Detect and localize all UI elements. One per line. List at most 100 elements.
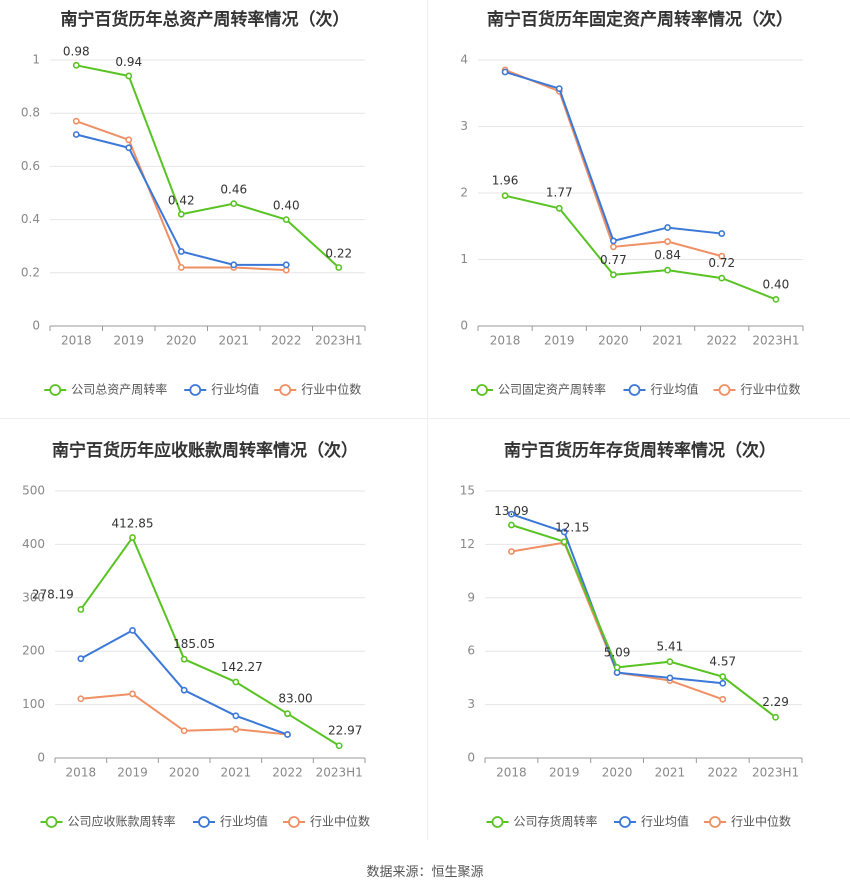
data-point-median[interactable] — [77, 695, 85, 703]
series-line-company — [76, 64, 340, 269]
legend-item-avg[interactable]: 行业均值 — [614, 814, 689, 829]
legend-item-median[interactable]: 行业中位数 — [274, 382, 361, 397]
data-point-company[interactable] — [129, 534, 136, 541]
chart-receivable-turnover: 南宁百货历年应收账款周转率情况（次） 0 100 200 300 400 500 2018 20… — [0, 430, 425, 860]
data-point-avg[interactable] — [282, 261, 290, 269]
chart-title: 南宁百货历年固定资产周转率情况（次） — [487, 9, 793, 30]
x-tick-label: 2020 — [598, 334, 629, 348]
chart-title: 南宁百货历年应收账款周转率情况（次） — [52, 440, 358, 461]
x-tick-label: 2021 — [655, 766, 686, 780]
legend-item-avg[interactable]: 行业均值 — [623, 382, 699, 397]
data-point-avg[interactable] — [501, 68, 509, 76]
data-point-company[interactable] — [560, 538, 568, 546]
data-point-median[interactable] — [177, 264, 185, 271]
x-tick-label: 2022 — [707, 766, 738, 780]
data-point-avg[interactable] — [232, 712, 240, 720]
legend-marker — [491, 816, 504, 828]
data-point-company[interactable] — [719, 673, 727, 681]
data-point-avg[interactable] — [610, 237, 617, 245]
data-label: 0.94 — [115, 55, 142, 69]
data-point-company[interactable] — [610, 271, 617, 279]
x-tick-label: 2018 — [66, 766, 97, 780]
data-point-company[interactable] — [508, 521, 515, 529]
legend-item-company[interactable]: 公司总资产周转率 — [44, 382, 167, 397]
data-label: 83.00 — [278, 692, 312, 706]
x-tick-label: 2018 — [61, 334, 92, 348]
data-point-company[interactable] — [666, 658, 674, 666]
data-point-avg[interactable] — [77, 655, 85, 663]
data-point-avg[interactable] — [125, 144, 133, 152]
legend-label: 行业均值 — [641, 814, 689, 829]
y-tick-label: 0 — [37, 751, 45, 765]
data-label: 412.85 — [112, 517, 154, 531]
data-point-company[interactable] — [77, 606, 85, 613]
legend-item-company[interactable]: 公司固定资产周转率 — [471, 382, 606, 397]
legend-item-avg[interactable]: 行业均值 — [193, 814, 268, 829]
data-point-avg[interactable] — [72, 131, 80, 138]
legend-label: 行业中位数 — [310, 814, 370, 829]
data-point-company[interactable] — [180, 655, 188, 663]
legend-marker — [288, 816, 300, 828]
chart-svg: 南宁百货历年应收账款周转率情况（次） 0 100 200 300 400 500 2018 20… — [22, 440, 370, 829]
data-point-avg[interactable] — [284, 731, 291, 738]
legend-marker — [279, 384, 292, 396]
chart-title: 南宁百货历年存货周转率情况（次） — [504, 440, 776, 461]
data-point-avg[interactable] — [129, 626, 136, 634]
data-point-company[interactable] — [718, 274, 726, 282]
data-point-company[interactable] — [335, 264, 343, 271]
data-point-company[interactable] — [125, 72, 133, 80]
y-tick-label: 4 — [460, 53, 468, 67]
data-point-company[interactable] — [335, 742, 343, 750]
data-point-company[interactable] — [282, 216, 290, 223]
data-label: 0.40 — [273, 199, 300, 213]
data-point-median[interactable] — [72, 117, 80, 125]
data-point-avg[interactable] — [719, 679, 727, 687]
data-point-company[interactable] — [232, 678, 240, 686]
data-point-company[interactable] — [72, 61, 80, 69]
data-point-avg[interactable] — [666, 674, 674, 682]
legend-item-company[interactable]: 公司存货周转率 — [486, 814, 598, 829]
data-point-median[interactable] — [125, 136, 133, 144]
legend-item-median[interactable]: 行业中位数 — [283, 814, 370, 829]
data-point-avg[interactable] — [555, 85, 563, 92]
data-point-median[interactable] — [610, 243, 617, 251]
data-point-avg[interactable] — [664, 224, 671, 231]
data-point-avg[interactable] — [230, 261, 238, 269]
legend-item-avg[interactable]: 行业均值 — [184, 382, 259, 397]
data-point-avg[interactable] — [508, 510, 515, 518]
x-tick-label: 2020 — [169, 766, 200, 780]
data-point-company[interactable] — [613, 663, 621, 671]
data-point-company[interactable] — [501, 192, 509, 200]
series-line-avg — [504, 71, 722, 243]
data-point-avg[interactable] — [177, 248, 185, 255]
data-point-company[interactable] — [177, 210, 185, 218]
y-tick-label: 0 — [32, 319, 40, 333]
data-point-company[interactable] — [555, 204, 563, 212]
data-point-median[interactable] — [129, 690, 136, 698]
y-tick-label: 100 — [22, 697, 45, 711]
data-point-company[interactable] — [664, 266, 671, 274]
data-point-company[interactable] — [772, 713, 779, 721]
data-point-avg[interactable] — [180, 686, 188, 694]
data-point-company[interactable] — [230, 200, 238, 208]
data-point-median[interactable] — [508, 548, 515, 555]
y-tick-label: 12 — [460, 537, 475, 551]
data-label: 22.97 — [328, 724, 362, 738]
legend-item-median[interactable]: 行业中位数 — [713, 382, 801, 397]
data-point-median[interactable] — [180, 727, 188, 735]
data-point-median[interactable] — [664, 238, 671, 245]
legend-item-median[interactable]: 行业中位数 — [704, 814, 791, 829]
chart-total-asset-turnover: 南宁百货历年总资产周转率情况（次） 0 0.2 0.4 0.6 0.8 1 2018 2019 2… — [0, 0, 425, 430]
data-point-company[interactable] — [772, 295, 780, 303]
data-point-median[interactable] — [282, 266, 290, 274]
data-point-median[interactable] — [232, 725, 240, 733]
data-label: 1.77 — [546, 185, 573, 199]
data-label: 0.98 — [63, 44, 90, 58]
data-point-company[interactable] — [284, 710, 291, 718]
legend-item-company[interactable]: 公司应收账款周转率 — [40, 814, 176, 829]
data-point-avg[interactable] — [718, 230, 726, 237]
data-point-median[interactable] — [718, 252, 726, 260]
data-point-median[interactable] — [719, 695, 727, 703]
series-line-company — [504, 194, 777, 301]
data-point-avg[interactable] — [560, 528, 568, 536]
